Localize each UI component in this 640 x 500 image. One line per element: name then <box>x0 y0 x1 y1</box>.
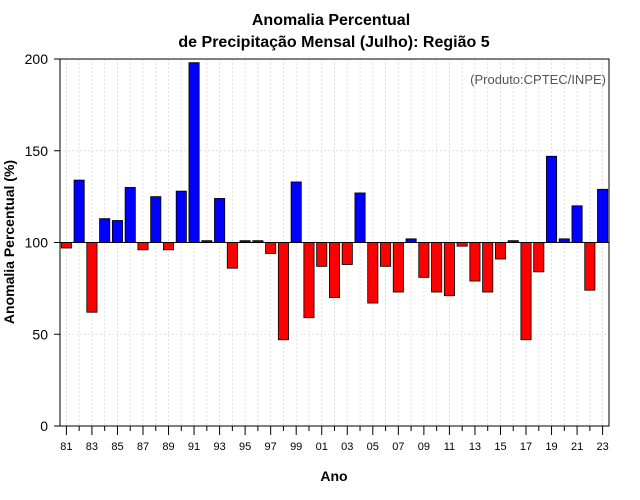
bar-02 <box>328 242 341 298</box>
bar-12 <box>456 242 468 247</box>
x-tick-label: 97 <box>265 441 277 453</box>
bar-00 <box>303 242 315 319</box>
bar-84 <box>99 218 111 243</box>
y-tick-label: 150 <box>25 143 49 159</box>
y-tick-label: 100 <box>25 235 49 251</box>
bar-99 <box>290 181 302 243</box>
bar-18 <box>533 242 545 273</box>
bar-11 <box>443 242 455 297</box>
bar-15 <box>494 242 506 260</box>
bar-10 <box>431 242 443 293</box>
grid <box>60 59 609 426</box>
bar-20 <box>558 238 570 243</box>
bar-89 <box>163 242 175 251</box>
bar-22 <box>584 242 596 291</box>
x-tick-label: 87 <box>137 441 149 453</box>
bar-09 <box>418 242 430 278</box>
bar-82 <box>73 179 85 243</box>
x-tick-label: 89 <box>162 441 174 453</box>
bar-88 <box>150 196 162 243</box>
y-tick-label: 50 <box>32 326 48 342</box>
bar-85 <box>111 220 123 243</box>
x-tick-label: 91 <box>188 441 200 453</box>
x-tick-label: 11 <box>444 441 455 453</box>
bar-07 <box>392 242 404 293</box>
bar-01 <box>316 242 328 267</box>
x-tick-label: 23 <box>596 441 608 453</box>
bar-23 <box>597 188 609 243</box>
x-tick-label: 03 <box>341 441 353 453</box>
x-tick-label: 95 <box>239 441 251 453</box>
y-axis: 0 50 100 150 200 <box>25 51 60 434</box>
bar-94 <box>226 242 238 269</box>
bar-14 <box>482 242 494 293</box>
x-axis: 81 83 85 87 89 91 93 95 97 99 01 03 05 07 09 11 13 15 17 19… <box>60 426 609 453</box>
bar-06 <box>380 242 392 267</box>
bar-98 <box>277 242 289 341</box>
x-tick-label: 13 <box>469 441 481 453</box>
bar-04 <box>354 192 366 243</box>
x-tick-label: 81 <box>60 441 72 453</box>
bar-97 <box>265 242 277 254</box>
x-tick-label: 85 <box>111 441 123 453</box>
bar-90 <box>175 190 187 243</box>
x-tick-label: 21 <box>571 441 583 453</box>
x-tick-label: 17 <box>520 441 532 453</box>
x-tick-label: 05 <box>367 441 379 453</box>
bar-19 <box>546 155 558 243</box>
bar-13 <box>469 242 481 282</box>
bar-17 <box>520 242 532 341</box>
credit-text: (Produto:CPTEC/INPE) <box>470 72 606 87</box>
x-tick-label: 01 <box>316 441 328 453</box>
y-axis-label: Anomalia Percentual (%) <box>1 160 17 324</box>
y-tick-label: 0 <box>40 418 48 434</box>
chart-subtitle: de Precipitação Mensal (Julho): Região 5 <box>178 34 489 51</box>
bar-08 <box>405 238 417 243</box>
bar-86 <box>124 187 136 243</box>
bar-83 <box>86 242 98 313</box>
bar-81 <box>60 242 72 249</box>
x-tick-label: 99 <box>290 441 302 453</box>
x-tick-label: 15 <box>494 441 506 453</box>
x-tick-label: 93 <box>213 441 225 453</box>
bar-03 <box>341 242 353 265</box>
x-axis-label: Ano <box>320 468 347 484</box>
x-tick-label: 83 <box>86 441 98 453</box>
y-tick-label: 200 <box>25 51 49 67</box>
x-tick-label: 07 <box>392 441 404 453</box>
bar-93 <box>214 198 226 243</box>
x-tick-label: 19 <box>545 441 557 453</box>
x-tick-label: 09 <box>418 441 430 453</box>
chart-title: Anomalia Percentual <box>252 12 410 29</box>
bar-05 <box>367 242 379 304</box>
bars <box>60 62 609 341</box>
bar-91 <box>188 62 200 243</box>
bar-87 <box>137 242 149 251</box>
bar-21 <box>571 205 583 243</box>
